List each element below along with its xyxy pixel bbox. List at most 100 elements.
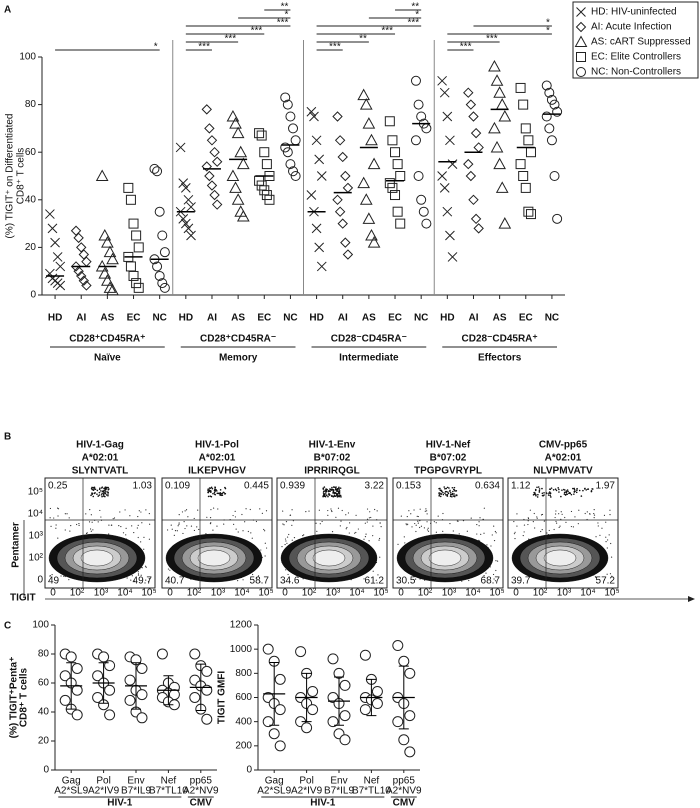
event-dot xyxy=(331,486,333,489)
event-dot xyxy=(599,534,601,536)
event-dot xyxy=(96,489,99,492)
event-dot xyxy=(410,513,412,515)
event-dot xyxy=(339,487,342,489)
event-dot xyxy=(516,513,518,515)
event-dot xyxy=(595,536,597,538)
event-dot xyxy=(566,493,569,496)
event-dot xyxy=(145,579,147,581)
event-dot xyxy=(259,508,261,510)
x-tick-label: NC xyxy=(414,313,428,324)
y-axis-label: TIGIT GMFI xyxy=(217,671,228,725)
x-tick-label: 10² xyxy=(302,588,317,599)
event-dot xyxy=(137,574,140,576)
event-dot xyxy=(549,494,551,497)
event-dot xyxy=(224,487,227,490)
event-dot xyxy=(535,494,537,497)
event-dot xyxy=(166,529,169,531)
data-point xyxy=(274,704,286,716)
data-point xyxy=(76,270,87,282)
data-point xyxy=(92,692,104,703)
event-dot xyxy=(577,523,579,525)
data-point xyxy=(92,670,104,682)
event-dot xyxy=(85,513,87,515)
event-dot xyxy=(292,520,294,522)
event-dot xyxy=(609,509,611,511)
data-point xyxy=(47,223,58,234)
x-tick-label: NC xyxy=(152,313,166,324)
event-dot xyxy=(548,491,551,493)
event-dot xyxy=(443,486,446,488)
data-point xyxy=(416,194,427,205)
data-point xyxy=(493,86,506,98)
event-dot xyxy=(213,489,216,492)
event-dot xyxy=(427,530,430,532)
quadrant-value: 39.7 xyxy=(511,576,531,587)
event-dot xyxy=(570,493,573,496)
event-dot xyxy=(78,524,80,527)
event-dot xyxy=(224,492,227,495)
data-point xyxy=(311,223,322,234)
data-point xyxy=(45,209,55,219)
event-dot xyxy=(234,516,237,518)
data-point xyxy=(576,67,586,77)
event-dot xyxy=(439,489,442,491)
event-dot xyxy=(99,509,101,512)
error-bar xyxy=(334,676,344,726)
data-point xyxy=(159,282,170,293)
event-dot xyxy=(483,507,485,509)
data-point xyxy=(183,223,194,234)
event-dot xyxy=(364,536,367,538)
data-point xyxy=(136,689,148,701)
plot-title: HIV-1-Nef xyxy=(426,440,471,451)
plot-title: HIV-1-Pol xyxy=(195,440,239,451)
x-tick-label: 10² xyxy=(187,588,202,599)
event-dot xyxy=(174,530,177,532)
event-dot xyxy=(327,495,329,498)
x-tick-label: Gag xyxy=(62,776,81,787)
group-name: Effectors xyxy=(478,353,522,364)
data-point xyxy=(314,154,325,165)
event-dot xyxy=(92,495,95,498)
data-point xyxy=(156,648,168,660)
data-point xyxy=(65,651,77,663)
plot-title: B*07:02 xyxy=(430,453,467,464)
event-dot xyxy=(493,539,496,542)
event-dot xyxy=(442,491,444,494)
data-point xyxy=(337,151,348,163)
event-dot xyxy=(184,510,186,512)
event-dot xyxy=(466,530,468,532)
event-dot xyxy=(446,493,449,496)
event-dot xyxy=(104,489,106,491)
data-point xyxy=(104,660,116,672)
plot-title: HIV-1-Gag xyxy=(76,440,124,451)
error-bar xyxy=(131,662,141,710)
data-point xyxy=(295,646,307,658)
x-tick-label: HD xyxy=(440,313,454,324)
event-dot xyxy=(93,492,96,495)
event-dot xyxy=(265,547,268,549)
event-dot xyxy=(610,556,613,558)
data-point xyxy=(231,126,245,139)
event-dot xyxy=(458,533,460,535)
event-dot xyxy=(563,493,566,495)
event-dot xyxy=(370,516,372,519)
data-point xyxy=(204,170,215,182)
event-dot xyxy=(107,493,109,495)
data-point xyxy=(552,106,563,117)
event-dot xyxy=(131,575,133,577)
x-axis-label: TIGIT xyxy=(10,593,36,604)
data-point xyxy=(274,740,286,752)
data-point xyxy=(421,218,432,229)
event-dot xyxy=(184,527,186,530)
y-tick-label: 80 xyxy=(25,99,37,110)
y-axis-label: CD8⁺ T cells xyxy=(16,148,27,205)
significance-label: *** xyxy=(251,26,263,37)
event-dot xyxy=(404,542,406,544)
significance-label: * xyxy=(154,42,158,53)
plot-frame xyxy=(507,477,619,589)
event-dot xyxy=(51,574,53,576)
event-dot xyxy=(534,527,536,529)
event-dot xyxy=(369,511,371,513)
data-point xyxy=(470,213,482,225)
